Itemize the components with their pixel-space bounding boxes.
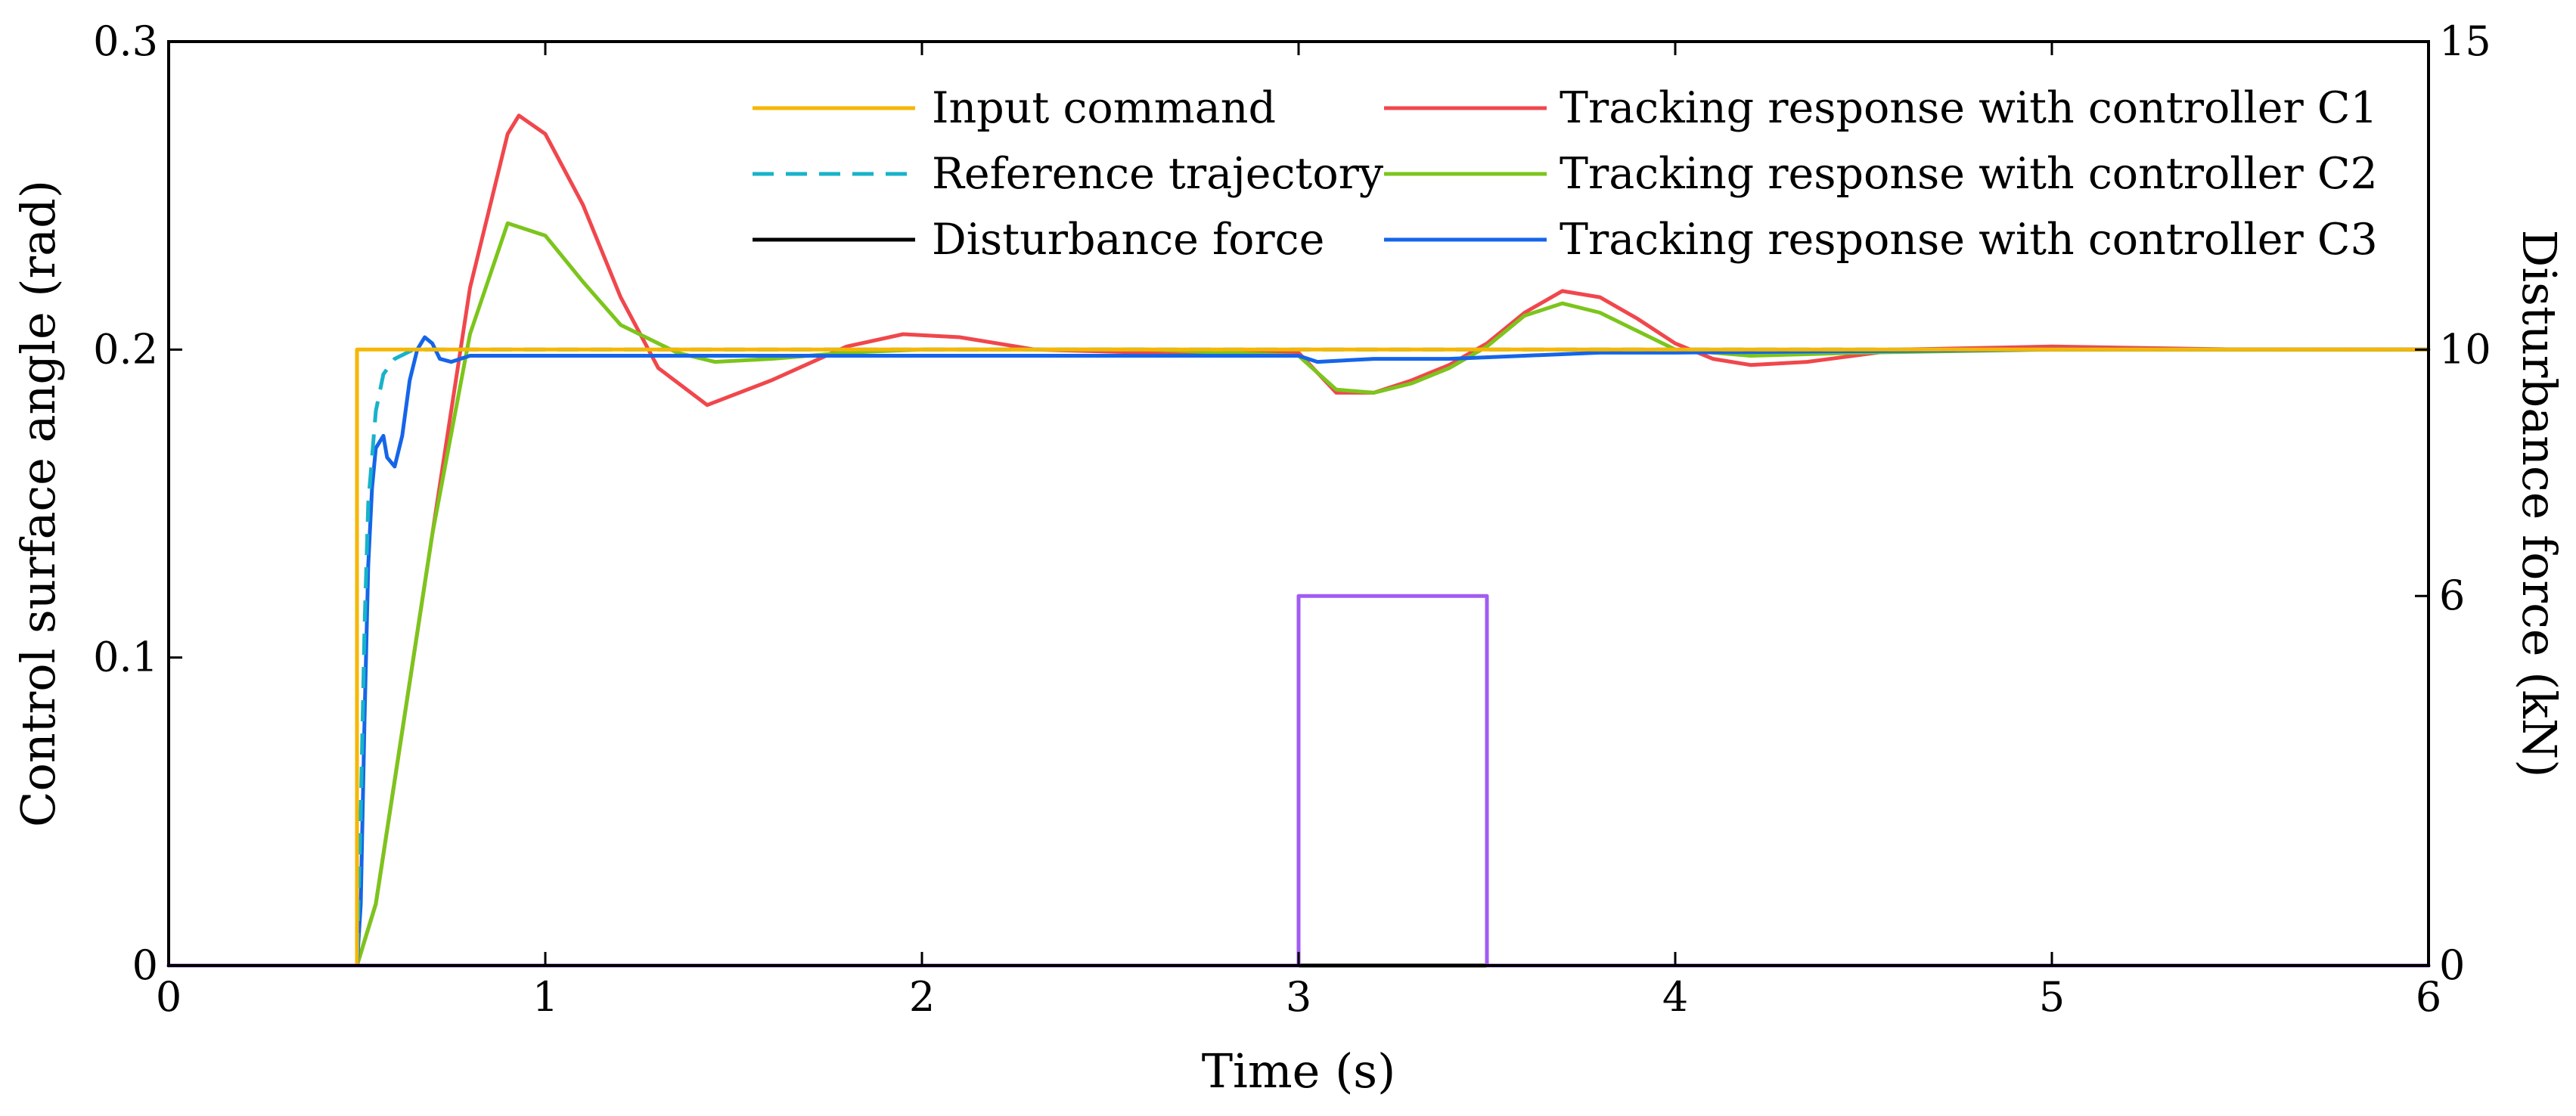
y-tick-label: 0.3 (93, 17, 158, 65)
x-tick-label: 4 (1662, 973, 1688, 1021)
x-tick-label: 3 (1286, 973, 1311, 1021)
legend-label: Tracking response with controller C3 (1560, 215, 2378, 265)
legend-label: Input command (932, 83, 1276, 133)
series-line-1 (169, 347, 2429, 968)
legend-label: Tracking response with controller C1 (1560, 83, 2378, 133)
x-tick-label: 6 (2416, 973, 2441, 1021)
y2-axis-label: Disturbance force (kN) (2512, 230, 2567, 778)
series-line-3 (166, 113, 2431, 968)
y2-tick-label: 15 (2439, 17, 2491, 65)
y-tick-label: 0.2 (93, 325, 158, 373)
legend-label: Disturbance force (932, 215, 1324, 265)
series-line-6 (166, 594, 2431, 968)
y2-tick-label: 10 (2439, 325, 2491, 373)
y-axis-label: Control surface angle (rad) (11, 180, 66, 827)
x-axis-label: Time (s) (1202, 1043, 1396, 1099)
y2-tick-label: 6 (2439, 572, 2465, 619)
legend-label: Reference trajectory (932, 149, 1384, 199)
y2-tick-label: 0 (2439, 941, 2465, 989)
x-tick-label: 1 (532, 973, 558, 1021)
y-tick-label: 0 (132, 941, 158, 989)
x-tick-label: 0 (156, 973, 182, 1021)
x-tick-label: 2 (909, 973, 935, 1021)
x-tick-label: 5 (2039, 973, 2065, 1021)
y-tick-label: 0.1 (93, 634, 158, 681)
legend-label: Tracking response with controller C2 (1560, 149, 2378, 199)
legend: Input command Reference trajectory Disturb… (753, 83, 2378, 265)
